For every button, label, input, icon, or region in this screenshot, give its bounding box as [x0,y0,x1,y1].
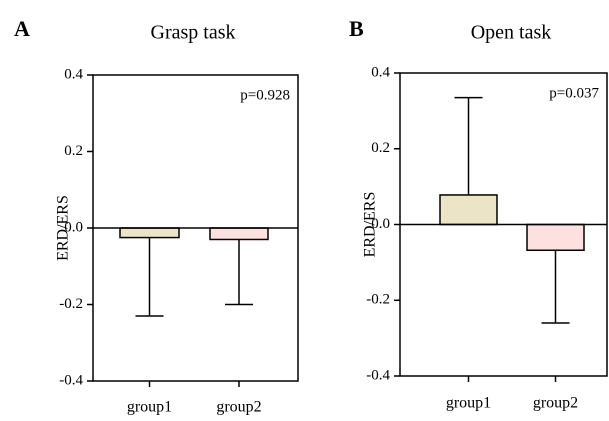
chart-title: Grasp task [151,22,236,44]
y-tick-label: 0.2 [371,140,390,156]
y-tick-label: -0.4 [366,367,390,383]
bar [209,227,269,241]
x-tick-label: group2 [533,395,578,412]
bar [526,223,585,252]
annotation: p=0.928 [240,87,290,103]
bar [439,194,498,226]
y-tick-label: 0.2 [64,143,83,159]
chart-title: Open task [471,22,552,44]
panel-label: B [349,16,364,41]
x-tick-label: group1 [127,399,172,416]
y-tick-label: -0.2 [59,296,83,312]
bar [119,227,180,239]
y-tick-label: -0.2 [366,292,390,308]
panel-label: A [14,16,30,41]
y-tick-label: 0.4 [64,66,83,82]
x-tick-label: group1 [446,395,491,412]
y-tick-label: -0.4 [59,372,83,388]
y-axis-label: ERD/ERS [362,192,379,258]
y-tick-label: 0.4 [371,64,390,80]
y-tick-label: 0.0 [64,219,83,235]
x-tick-label: group2 [216,399,261,416]
y-tick-label: 0.0 [371,216,390,232]
annotation: p=0.037 [549,85,599,101]
y-axis-label: ERD/ERS [55,195,72,261]
